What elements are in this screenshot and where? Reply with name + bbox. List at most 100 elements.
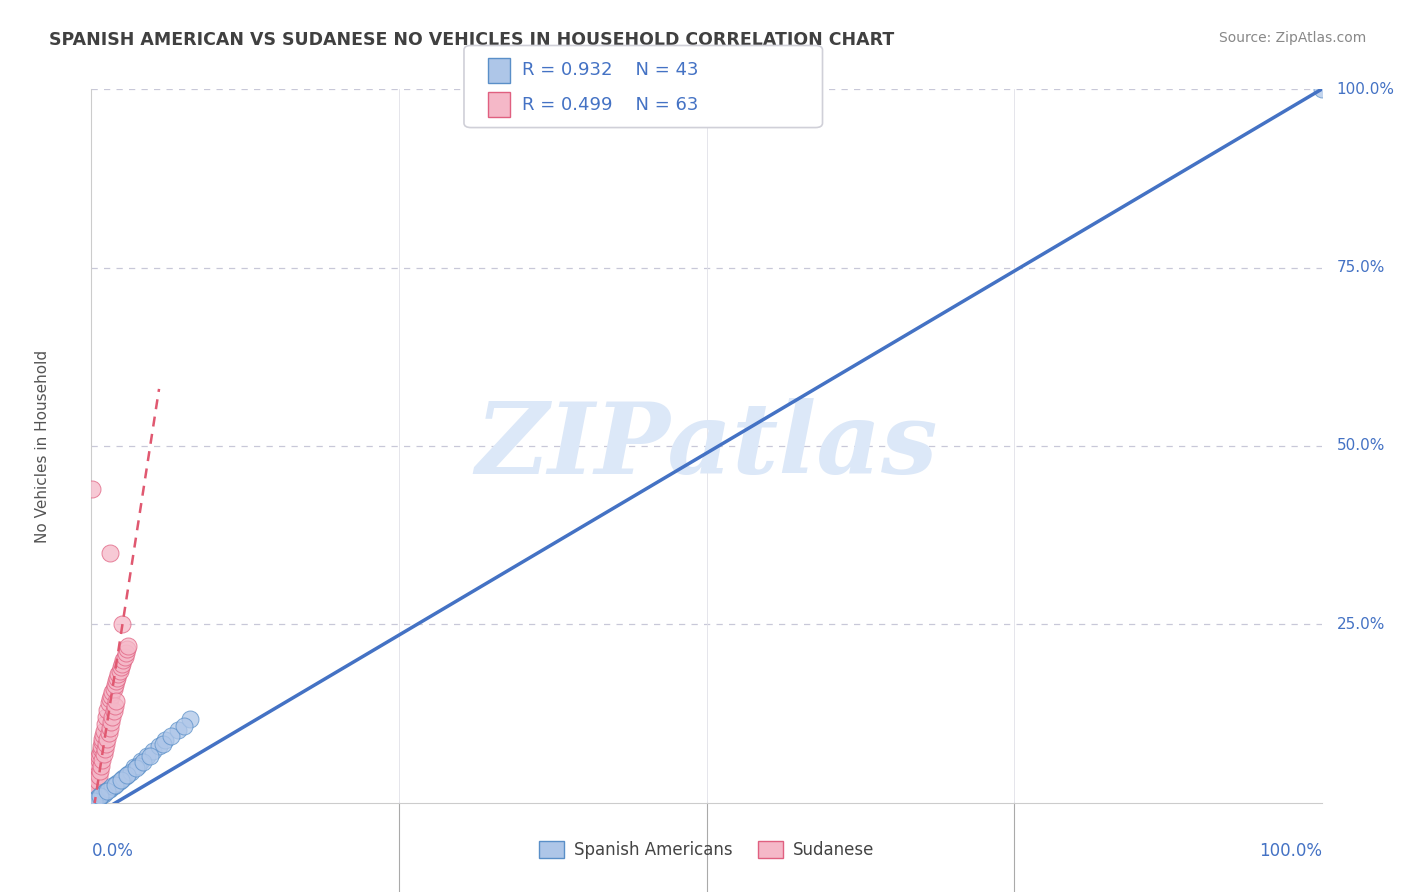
Point — [84, 785, 107, 799]
Point — [97, 782, 120, 797]
Point — [83, 790, 105, 805]
Text: 25.0%: 25.0% — [1336, 617, 1385, 632]
Point — [96, 783, 118, 797]
Point — [86, 780, 108, 794]
Point — [160, 729, 183, 743]
Point — [114, 649, 136, 664]
Point — [94, 785, 117, 799]
Point — [96, 710, 117, 724]
Point — [114, 646, 138, 660]
Point — [139, 748, 162, 763]
Point — [103, 779, 125, 793]
Point — [98, 781, 121, 796]
Point — [96, 703, 118, 717]
Point — [96, 731, 118, 746]
Point — [94, 717, 117, 731]
Point — [112, 653, 135, 667]
Point — [115, 768, 138, 782]
Point — [84, 774, 107, 789]
Point — [91, 731, 114, 746]
Point — [82, 785, 104, 799]
Point — [89, 749, 111, 764]
Point — [117, 639, 139, 653]
Text: No Vehicles in Household: No Vehicles in Household — [35, 350, 49, 542]
Point — [80, 482, 103, 496]
Text: 100.0%: 100.0% — [1336, 82, 1395, 96]
Point — [115, 642, 138, 657]
Point — [86, 764, 108, 778]
Point — [91, 728, 114, 742]
Point — [86, 760, 108, 774]
Point — [108, 773, 131, 788]
Point — [98, 692, 121, 706]
Point — [124, 760, 146, 774]
Point — [100, 715, 122, 730]
Point — [87, 769, 110, 783]
Point — [105, 776, 128, 790]
Text: ZIPatlas: ZIPatlas — [475, 398, 938, 494]
Point — [89, 746, 111, 760]
Point — [98, 546, 121, 560]
Point — [93, 747, 115, 762]
Point — [110, 660, 132, 674]
Point — [108, 664, 131, 678]
Point — [111, 617, 134, 632]
Point — [98, 721, 121, 735]
Point — [89, 764, 111, 778]
Point — [153, 733, 177, 747]
Point — [101, 780, 124, 794]
Point — [142, 744, 165, 758]
Text: 50.0%: 50.0% — [1336, 439, 1385, 453]
Point — [173, 719, 195, 733]
Point — [86, 774, 108, 789]
Point — [103, 681, 125, 696]
Point — [111, 772, 134, 786]
Point — [120, 765, 142, 780]
Point — [90, 758, 112, 772]
Text: 75.0%: 75.0% — [1336, 260, 1385, 275]
Text: 0.0%: 0.0% — [91, 842, 134, 860]
Point — [83, 781, 105, 796]
Point — [105, 674, 127, 689]
Point — [80, 792, 103, 806]
Text: R = 0.932    N = 43: R = 0.932 N = 43 — [522, 62, 699, 79]
Point — [105, 694, 127, 708]
Point — [166, 723, 188, 737]
Point — [87, 789, 110, 804]
Point — [179, 712, 201, 726]
Point — [101, 685, 124, 699]
Point — [86, 791, 108, 805]
Point — [93, 787, 115, 801]
Point — [87, 753, 110, 767]
Text: SPANISH AMERICAN VS SUDANESE NO VEHICLES IN HOUSEHOLD CORRELATION CHART: SPANISH AMERICAN VS SUDANESE NO VEHICLES… — [49, 31, 894, 49]
Point — [112, 771, 135, 785]
Point — [90, 739, 112, 753]
Point — [100, 689, 122, 703]
Point — [114, 769, 138, 783]
Point — [110, 772, 132, 787]
Point — [84, 771, 107, 785]
Point — [90, 735, 112, 749]
Point — [91, 787, 114, 801]
Point — [94, 742, 117, 756]
Point — [101, 710, 124, 724]
Text: R = 0.499    N = 63: R = 0.499 N = 63 — [522, 95, 697, 114]
Point — [104, 778, 127, 792]
Point — [127, 758, 149, 772]
Legend: Spanish Americans, Sudanese: Spanish Americans, Sudanese — [533, 834, 880, 866]
Point — [96, 784, 117, 798]
Point — [86, 767, 108, 781]
Point — [117, 766, 139, 780]
Point — [104, 678, 127, 692]
Point — [111, 657, 134, 671]
Point — [82, 794, 104, 808]
Point — [83, 778, 105, 792]
Point — [91, 753, 114, 767]
Point — [97, 726, 120, 740]
Point — [82, 789, 104, 803]
Point — [96, 737, 117, 751]
Point — [132, 755, 155, 769]
Point — [104, 699, 127, 714]
Point — [1310, 82, 1333, 96]
Point — [152, 737, 174, 751]
